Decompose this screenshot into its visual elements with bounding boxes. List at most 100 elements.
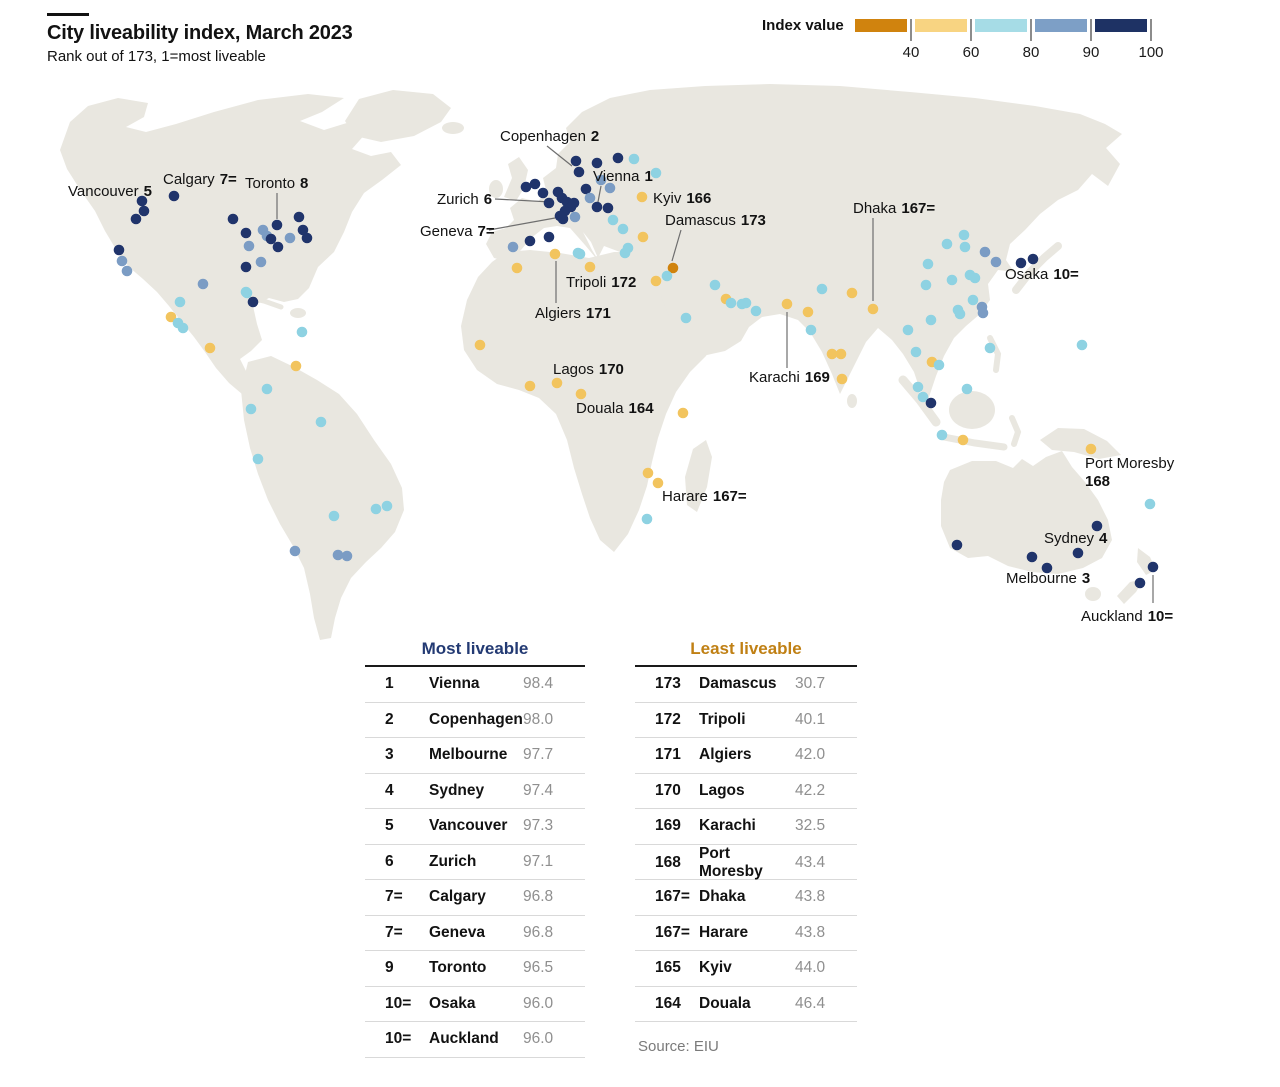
legend-swatch (855, 19, 907, 32)
score-cell: 96.0 (523, 994, 554, 1012)
city-dot (289, 545, 301, 557)
legend-tick (970, 19, 972, 41)
score-cell: 43.4 (795, 853, 826, 871)
city-cell: Lagos (699, 781, 745, 799)
city-dot (652, 477, 664, 489)
legend-tick (1150, 19, 1152, 41)
city-cell: Osaka (429, 994, 476, 1012)
score-cell: 40.1 (795, 710, 826, 728)
table-row: 165 Kyiv 44.0 (635, 951, 857, 987)
city-cell: Geneva (429, 923, 486, 941)
greenland (345, 90, 451, 142)
legend-tick (1090, 19, 1092, 41)
city-dot (529, 178, 541, 190)
rank-cell: 10= (385, 994, 412, 1012)
city-dot (569, 211, 581, 223)
score-cell: 97.7 (523, 746, 554, 764)
city-dot (570, 155, 582, 167)
city-dot (957, 434, 969, 446)
rank-cell: 2 (385, 710, 394, 728)
least-liveable-table: Least liveable 173 Damascus 30.7 172 Tripoli… (635, 637, 857, 1022)
city-label: Damascus 173 (665, 212, 766, 229)
city-dot (604, 182, 616, 194)
score-cell: 32.5 (795, 817, 826, 835)
city-cell: Karachi (699, 817, 756, 835)
city-dot (543, 231, 555, 243)
city-dot (1072, 547, 1084, 559)
city-dot (284, 232, 296, 244)
most-liveable-rows: 1 Vienna 98.4 2 Copenhagen 98.0 3 Melbourne 97.7… (365, 665, 585, 1058)
city-dot (959, 241, 971, 253)
city-dot (549, 248, 561, 260)
city-dot (941, 238, 953, 250)
city-dot (958, 229, 970, 241)
city-label: Sydney 4 (1044, 530, 1108, 547)
city-cell: Douala (699, 994, 751, 1012)
legend-tick-label: 90 (1082, 44, 1100, 61)
score-cell: 43.8 (795, 923, 826, 941)
city-dot (271, 219, 283, 231)
city-dot (252, 453, 264, 465)
city-dot (835, 348, 847, 360)
city-cell: Zurich (429, 852, 477, 870)
madagascar (685, 440, 712, 512)
city-dot (990, 256, 1002, 268)
tasmania (1085, 587, 1101, 601)
label-leader-lines (276, 145, 1154, 603)
city-dot (551, 377, 563, 389)
city-dot (954, 308, 966, 320)
city-cell: Auckland (429, 1030, 499, 1048)
source-note: Source: EIU (638, 1038, 719, 1055)
score-cell: 98.0 (523, 710, 554, 728)
city-label: Vienna 1 (593, 168, 653, 185)
page-title: City liveability index, March 2023 (47, 22, 353, 44)
city-dot (265, 233, 277, 245)
city-dot (293, 211, 305, 223)
city-dot (750, 305, 762, 317)
legend-tick-label: 40 (902, 44, 920, 61)
rank-cell: 167= (655, 888, 690, 906)
city-dot (836, 373, 848, 385)
new-guinea (1040, 428, 1121, 459)
city-dot (725, 297, 737, 309)
city-dot (642, 467, 654, 479)
score-cell: 96.8 (523, 888, 554, 906)
city-dot (247, 296, 259, 308)
score-cell: 42.0 (795, 746, 826, 764)
city-label: Toronto 8 (245, 175, 308, 192)
city-dot (520, 181, 532, 193)
city-dot (245, 403, 257, 415)
score-cell: 46.4 (795, 994, 826, 1012)
rank-cell: 4 (385, 781, 394, 799)
java (940, 433, 1008, 451)
city-dot (261, 383, 273, 395)
city-label: Kyiv 166 (653, 190, 711, 207)
hispaniola (290, 308, 306, 318)
city-cell: Vienna (429, 675, 480, 693)
sulawesi (1009, 415, 1022, 447)
legend-tick (910, 19, 912, 41)
eurasia (486, 84, 1122, 400)
city-dot (136, 195, 148, 207)
iceland (442, 122, 464, 134)
rank-cell: 9 (385, 959, 394, 977)
score-cell: 97.4 (523, 781, 554, 799)
score-cell: 44.0 (795, 959, 826, 977)
city-dot (574, 248, 586, 260)
city-dot (197, 278, 209, 290)
city-dot (619, 247, 631, 259)
city-dot (511, 262, 523, 274)
city-dot (925, 314, 937, 326)
city-dot (912, 381, 924, 393)
city-dot (595, 174, 607, 186)
rank-cell: 169 (655, 817, 681, 835)
continents (60, 84, 1156, 640)
city-labels-layer: Vancouver 5 Calgary 7= Toronto 8 Copenhagen 2 Vi… (68, 128, 1175, 625)
city-label: Melbourne 3 (1006, 570, 1090, 587)
rank-cell: 170 (655, 781, 681, 799)
city-dot (867, 303, 879, 315)
table-row: 173 Damascus 30.7 (635, 667, 857, 703)
leader-line (494, 198, 552, 203)
city-dot (910, 346, 922, 358)
